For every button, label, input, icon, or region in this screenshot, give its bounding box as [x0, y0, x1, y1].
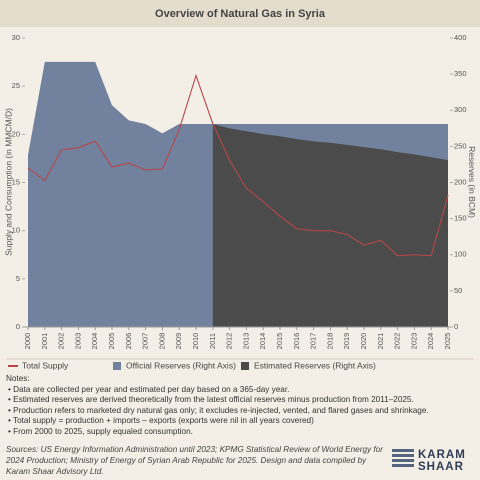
- y2-tick-label: 400: [454, 33, 467, 42]
- x-tick-label: 2013: [241, 333, 250, 350]
- sources: Sources: US Energy Information Administr…: [6, 445, 383, 476]
- x-tick-label: 2007: [141, 333, 150, 350]
- note: • Total supply = production + imports – …: [8, 416, 314, 426]
- x-tick-label: 2000: [23, 333, 32, 350]
- y-tick-label: 25: [12, 81, 20, 90]
- legend-swatch: [113, 362, 121, 370]
- note: • Estimated reserves are derived theoret…: [8, 395, 414, 405]
- logo-icon: [392, 449, 414, 469]
- x-tick-label: 2010: [191, 333, 200, 350]
- y-tick-label: 15: [12, 177, 20, 186]
- note: • Data are collected per year and estima…: [8, 384, 290, 394]
- y2-tick-label: 0: [454, 322, 458, 331]
- x-tick-label: 2005: [107, 333, 116, 350]
- y2-tick-label: 350: [454, 69, 467, 78]
- note-list: • Data are collected per year and estima…: [6, 385, 476, 438]
- x-tick-label: 2025: [443, 333, 452, 350]
- legend-swatch: [241, 362, 249, 370]
- x-tick-label: 2014: [258, 333, 267, 350]
- x-tick-label: 2017: [309, 333, 318, 350]
- y-tick-label: 0: [16, 322, 20, 331]
- x-tick-label: 2022: [393, 333, 402, 350]
- x-tick-label: 2002: [57, 333, 66, 350]
- logo: KARAM SHAAR: [392, 447, 476, 473]
- legend-label: Estimated Reserves (Right Axis): [254, 360, 376, 370]
- area: [212, 123, 448, 327]
- y2-tick-label: 100: [454, 250, 467, 259]
- notes: Notes: • Data are collected per year and…: [6, 374, 476, 438]
- x-tick-label: 2016: [292, 333, 301, 350]
- y-tick-label: 10: [12, 226, 20, 235]
- y2-tick-label: 300: [454, 105, 467, 114]
- chart: Overview of Natural Gas in Syria 0 5 10 15 2…: [0, 0, 480, 370]
- x-tick-label: 2011: [208, 333, 217, 349]
- plot-area: 0510152025300501001502002503003504002000…: [12, 33, 467, 349]
- x-tick-label: 2021: [376, 333, 385, 350]
- legend-label: Official Reserves (Right Axis): [126, 360, 236, 370]
- x-tick-label: 2024: [426, 333, 435, 350]
- y2-tick-label: 150: [454, 214, 467, 223]
- x-tick-label: 2001: [40, 333, 49, 350]
- x-tick-label: 2019: [342, 333, 351, 350]
- y-tick-label: 5: [16, 274, 20, 283]
- x-tick-label: 2006: [124, 333, 133, 350]
- x-tick-label: 2003: [73, 333, 82, 350]
- y2-tick-label: 50: [454, 286, 462, 295]
- x-tick-label: 2004: [90, 333, 99, 350]
- x-tick-label: 2009: [174, 333, 183, 350]
- x-tick-label: 2020: [359, 333, 368, 350]
- y2-tick-label: 250: [454, 141, 467, 150]
- legend: Total Supply Official Reserves (Right Axi…: [8, 360, 376, 370]
- chart-title: Overview of Natural Gas in Syria: [155, 8, 326, 20]
- line: [27, 73, 449, 257]
- x-tick-label: 2008: [157, 333, 166, 350]
- y2-axis-title: Reserves (in BCM): [467, 146, 477, 218]
- note: • Production refers to marketed dry natu…: [8, 405, 429, 415]
- x-tick-label: 2018: [325, 333, 334, 350]
- notes-title: Notes:: [6, 374, 30, 383]
- logo-text: KARAM SHAAR: [418, 449, 466, 473]
- y-tick-label: 20: [12, 129, 20, 138]
- y2-tick-label: 200: [454, 177, 467, 186]
- x-tick-label: 2015: [275, 333, 284, 350]
- y-axis-title: Supply and Consumption (in MMCM/D): [3, 108, 13, 256]
- note: • From 2000 to 2025, supply equaled cons…: [8, 426, 193, 436]
- title-bar: [0, 0, 480, 27]
- y-tick-label: 30: [12, 33, 20, 42]
- legend-label: Total Supply: [22, 360, 69, 370]
- x-tick-label: 2012: [225, 333, 234, 350]
- x-tick-label: 2023: [409, 333, 418, 350]
